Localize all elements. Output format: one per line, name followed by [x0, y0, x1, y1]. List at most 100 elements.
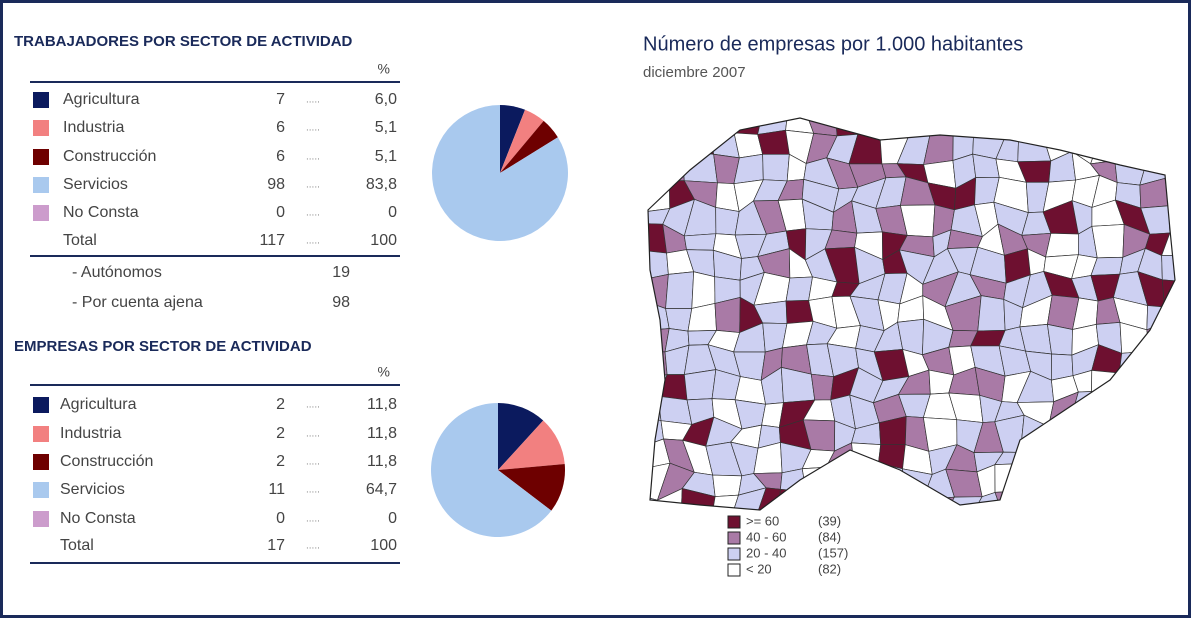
legend-swatch [33, 482, 49, 498]
leader-dots: ..... [306, 485, 320, 496]
pie-slice [498, 403, 544, 470]
map-cell [757, 129, 790, 155]
map-cell [1161, 228, 1175, 256]
map-cell [648, 273, 669, 309]
map-cell [1101, 441, 1121, 472]
map-cell [1164, 162, 1175, 182]
category: Servicios [63, 176, 128, 193]
map-cell [1164, 322, 1175, 348]
map-cell [879, 118, 911, 138]
map-cell [648, 154, 670, 186]
legend-swatch [727, 515, 741, 529]
map-cell [1044, 447, 1074, 477]
total-label: Total [63, 232, 97, 249]
map-cell [810, 373, 834, 401]
percent: 5,1 [375, 148, 397, 165]
map-cell [1066, 118, 1104, 131]
count: 6 [276, 148, 285, 165]
leader-dots: ..... [306, 123, 320, 134]
map-cell [683, 233, 717, 251]
map-cell [1146, 447, 1172, 468]
map-cell [973, 118, 1005, 140]
map-cell [1140, 397, 1175, 426]
leader-dots: ..... [306, 400, 320, 411]
map-cell [660, 118, 692, 141]
map-cell [1147, 414, 1175, 450]
map-cell [1162, 139, 1175, 165]
legend-swatch [727, 563, 741, 577]
count: 2 [276, 396, 285, 413]
map-cell [665, 308, 693, 332]
total-label: Total [60, 537, 94, 554]
legend-count: (157) [818, 545, 848, 560]
category: Industria [63, 119, 124, 136]
category: Servicios [60, 481, 125, 498]
map-cell [1162, 118, 1175, 141]
count: 6 [276, 119, 285, 136]
map-cell [898, 118, 935, 133]
legend-count: (84) [818, 529, 841, 544]
legend-count: (82) [818, 561, 841, 576]
map-cell [884, 488, 911, 510]
percent: 83,8 [366, 176, 397, 193]
map-cell [665, 271, 695, 309]
category: No Consta [63, 204, 139, 221]
map-cell [1136, 466, 1175, 497]
total-count: 117 [259, 232, 285, 249]
map-cell [1041, 118, 1072, 134]
legend-swatch [33, 177, 49, 193]
map-cell [1139, 151, 1174, 186]
category: Agricultura [60, 396, 137, 413]
map-cell [977, 295, 1006, 332]
legend-swatch [33, 92, 49, 108]
total-count: 17 [267, 537, 285, 554]
leader-dots: ..... [306, 95, 320, 106]
map-cell [778, 488, 813, 510]
map-cell [1142, 134, 1175, 164]
percent: 64,7 [366, 481, 397, 498]
map-cell [1089, 391, 1128, 425]
total-value: 100 [370, 232, 397, 249]
map-cell [1098, 468, 1126, 499]
map-cell [1137, 374, 1174, 402]
map-cell [1016, 490, 1052, 510]
map-cell [648, 328, 670, 353]
leader-dots: ..... [306, 208, 320, 219]
pie-slice [500, 109, 544, 173]
leader-dots: ..... [306, 541, 320, 552]
leader-dots: ..... [306, 152, 320, 163]
map-cell [681, 128, 715, 155]
map-cell [1098, 494, 1126, 510]
percent: 6,0 [375, 91, 397, 108]
map-cell [648, 131, 667, 156]
map-cell [1121, 118, 1144, 136]
map-cell [683, 369, 717, 401]
map-cell [1048, 417, 1074, 450]
unit-header: % [378, 61, 390, 77]
extra-label: - Autónomos [72, 264, 162, 281]
pie-slice [500, 120, 558, 173]
percent: 0 [388, 204, 397, 221]
category: Industria [60, 425, 121, 442]
map-cell [930, 118, 955, 133]
map-cell [1168, 199, 1175, 234]
map-cell [1164, 177, 1175, 207]
map-cell [714, 296, 741, 333]
legend-swatch [33, 511, 49, 527]
count: 2 [276, 425, 285, 442]
leader-dots: ..... [306, 514, 320, 525]
map-cell [687, 118, 712, 132]
percent: 11,8 [367, 453, 397, 470]
map-cell [1137, 118, 1170, 141]
map-cell [1067, 441, 1102, 477]
pie-slice [500, 105, 526, 173]
map-cell [1042, 471, 1077, 497]
count: 0 [276, 204, 285, 221]
legend-swatch [33, 205, 49, 221]
pie-slice [498, 420, 565, 470]
leader-dots: ..... [306, 236, 320, 247]
map-outline [647, 117, 1176, 511]
legend-swatch [33, 120, 49, 136]
map-subtitle: diciembre 2007 [643, 64, 746, 81]
